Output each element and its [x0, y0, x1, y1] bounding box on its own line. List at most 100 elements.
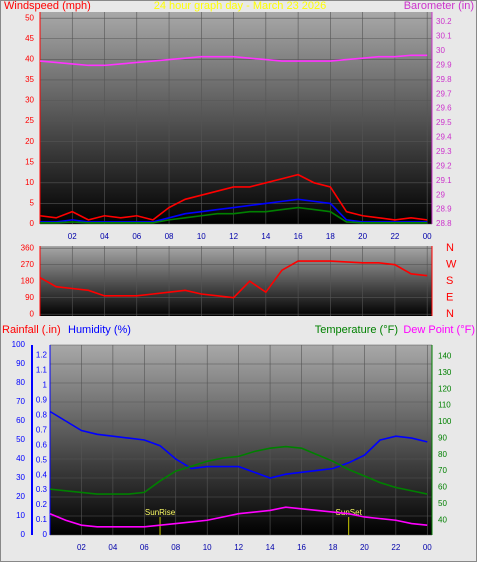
- series-line: [40, 206, 428, 224]
- y-tick-label: 40: [16, 454, 25, 463]
- y-tick-label: 28.9: [436, 205, 452, 214]
- y-tick-label: 60: [16, 416, 25, 425]
- x-tick-label: 22: [391, 543, 400, 552]
- y-tick-label: W: [446, 259, 457, 271]
- y-tick-label: 50: [16, 435, 25, 444]
- y-tick-label: 30: [16, 473, 25, 482]
- y-tick-label: 30: [25, 96, 34, 105]
- y-tick-label: S: [446, 275, 453, 287]
- y-tick-label: 30.1: [436, 32, 452, 41]
- y-tick-label: 10: [25, 178, 34, 187]
- y-tick-label: 1: [43, 381, 48, 390]
- y-tick-label: 29.7: [436, 89, 452, 98]
- y-tick-label: 0.9: [36, 395, 48, 404]
- y-tick-label: 90: [438, 433, 447, 442]
- y-tick-label: 0.5: [36, 455, 48, 464]
- x-tick-label: 08: [165, 232, 174, 241]
- y-tick-label: 29.2: [436, 161, 452, 170]
- y-tick-label: 180: [21, 276, 35, 285]
- y-tick-label: 30: [436, 46, 445, 55]
- y-tick-label: 0.7: [36, 425, 48, 434]
- y-tick-label: 0.3: [36, 485, 48, 494]
- y-tick-label: 45: [25, 34, 34, 43]
- x-tick-label: 16: [297, 543, 306, 552]
- y-tick-label: 360: [21, 243, 35, 252]
- x-tick-label: 12: [234, 543, 243, 552]
- y-tick-label: 100: [12, 340, 26, 349]
- y-tick-label: 90: [16, 359, 25, 368]
- y-tick-label: 0.4: [36, 470, 48, 479]
- x-tick-label: 18: [329, 543, 338, 552]
- y-tick-label: 29.5: [436, 118, 452, 127]
- y-tick-label: 0.6: [36, 440, 48, 449]
- y-tick-label: 20: [25, 137, 34, 146]
- y-tick-label: 140: [438, 352, 452, 361]
- y-tick-label: E: [446, 292, 453, 304]
- annotation: SunSet: [336, 508, 363, 517]
- x-tick-label: 00: [423, 232, 432, 241]
- x-tick-label: 10: [203, 543, 212, 552]
- x-tick-label: 18: [326, 232, 335, 241]
- chart-title: 24 hour graph day - March 23 2026: [154, 0, 326, 12]
- y-tick-label: 0.2: [36, 500, 48, 509]
- y-tick-label: 35: [25, 75, 34, 84]
- x-tick-label: 20: [360, 543, 369, 552]
- x-tick-label: 06: [140, 543, 149, 552]
- x-tick-label: 10: [197, 232, 206, 241]
- y-tick-label: 29.1: [436, 176, 452, 185]
- series-line: [39, 54, 428, 67]
- x-tick-label: 04: [108, 543, 117, 552]
- y-tick-label: 29: [436, 190, 445, 199]
- y-tick-label: 270: [21, 260, 35, 269]
- y-tick-label: 80: [16, 378, 25, 387]
- y-tick-label: 29.6: [436, 104, 452, 113]
- y-axis-label: Windspeed (mph): [4, 0, 91, 12]
- annotation: SunRise: [145, 508, 176, 517]
- y-tick-label: 1.1: [36, 366, 48, 375]
- x-tick-label: 08: [171, 543, 180, 552]
- y-tick-label: 15: [25, 157, 34, 166]
- y-tick-label: N: [446, 308, 454, 320]
- x-tick-label: 14: [261, 232, 270, 241]
- y-tick-label: 110: [438, 401, 451, 410]
- y-tick-label: N: [446, 242, 454, 254]
- y2-axis-label: Barometer (in): [404, 0, 474, 12]
- y3-axis-label: Rainfall (.in): [2, 324, 61, 336]
- y-tick-label: 0.8: [36, 410, 48, 419]
- series-line: [39, 173, 428, 221]
- y-tick-label: 29.8: [436, 75, 452, 84]
- series-line: [40, 198, 428, 223]
- x-tick-label: 20: [358, 232, 367, 241]
- x-tick-label: 16: [294, 232, 303, 241]
- y-tick-label: 50: [25, 13, 34, 22]
- y-tick-label: 0: [21, 530, 26, 539]
- y-tick-label: 50: [438, 499, 447, 508]
- y-tick-label: 0: [30, 219, 35, 228]
- y-tick-label: 29.9: [436, 60, 452, 69]
- y-tick-label: 60: [438, 483, 447, 492]
- y-tick-label: 0.1: [36, 515, 48, 524]
- x-tick-label: 02: [77, 543, 86, 552]
- y-tick-label: 5: [30, 199, 35, 208]
- series-line: [49, 506, 428, 528]
- y-tick-label: 90: [25, 293, 34, 302]
- y-tick-label: 40: [25, 54, 34, 63]
- y-tick-label: 0: [43, 530, 48, 539]
- x-tick-label: 06: [132, 232, 141, 241]
- x-tick-label: 14: [266, 543, 275, 552]
- x-tick-label: 22: [390, 232, 399, 241]
- y2-axis-label: Dew Point (°F): [403, 324, 475, 336]
- y-tick-label: 10: [16, 511, 25, 520]
- x-tick-label: 00: [423, 543, 432, 552]
- plot-area: [40, 12, 432, 224]
- y-tick-label: 80: [438, 450, 447, 459]
- y-axis-label: Humidity (%): [68, 324, 131, 336]
- y-tick-label: 40: [438, 515, 447, 524]
- y-tick-label: 1.2: [36, 351, 48, 360]
- y-tick-label: 29.4: [436, 133, 452, 142]
- series-line: [39, 260, 428, 299]
- y-tick-label: 130: [438, 368, 452, 377]
- y-tick-label: 70: [438, 466, 447, 475]
- y-tick-label: 29.3: [436, 147, 452, 156]
